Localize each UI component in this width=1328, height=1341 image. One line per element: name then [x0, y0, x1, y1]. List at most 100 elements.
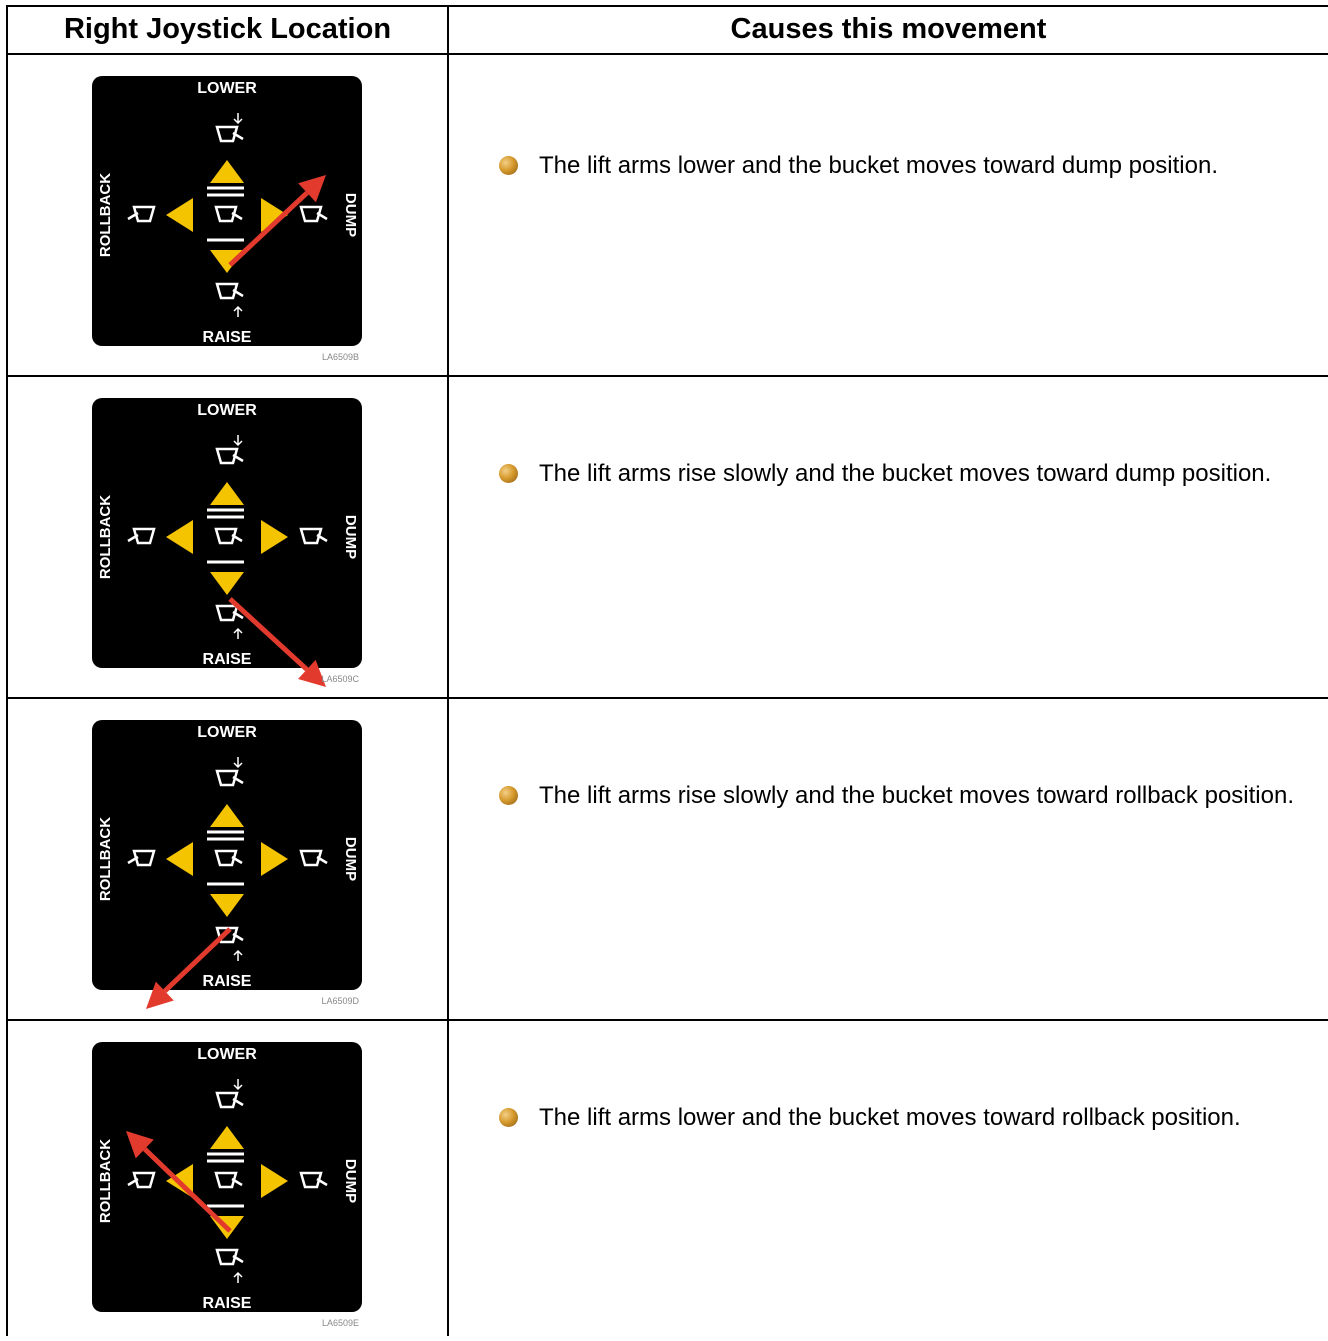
direction-arrow-icon: [126, 1131, 154, 1159]
bullet-icon: [499, 786, 518, 805]
label-raise: RAISE: [203, 973, 252, 990]
small-arrow-lower-icon: [233, 113, 243, 125]
label-dump: DUMP: [342, 1159, 359, 1203]
bucket-lower-icon: [215, 769, 244, 787]
direction-arrow-icon: [146, 981, 174, 1009]
joystick-diagram: LOWER RAISE ROLLBACK DUMP LA6509B: [92, 76, 362, 362]
bucket-raise-icon: [215, 1248, 244, 1266]
direction-arrow-shaft: [228, 597, 309, 672]
triangle-right-icon: [261, 198, 288, 232]
joystick-diagram: LOWER RAISE ROLLBACK DUMP LA6509E: [92, 1042, 362, 1328]
label-raise: RAISE: [203, 1295, 252, 1312]
joystick-panel: [92, 1042, 362, 1312]
joystick-image-cell: LOWER RAISE ROLLBACK DUMP LA6509E: [6, 1021, 447, 1336]
label-dump: DUMP: [342, 837, 359, 881]
triangle-down-icon: [210, 894, 244, 917]
triangle-left-icon: [166, 520, 193, 554]
bucket-raise-icon: [215, 282, 244, 300]
bucket-lower-icon: [215, 125, 244, 143]
bucket-rollback-icon: [127, 1171, 156, 1189]
triangle-down-icon: [210, 250, 244, 273]
bucket-dump-icon: [299, 1171, 328, 1189]
bucket-rollback-icon: [127, 205, 156, 223]
table-row: LOWER RAISE ROLLBACK DUMP LA6509E The lift ar…: [6, 1021, 1328, 1336]
joystick-panel: [92, 76, 362, 346]
table-header-divider: [6, 53, 1328, 55]
label-rollback: ROLLBACK: [97, 173, 114, 257]
bucket-lower-icon: [215, 447, 244, 465]
triangle-up-icon: [210, 482, 244, 505]
label-lower: LOWER: [197, 724, 257, 741]
joystick-image-cell: LOWER RAISE ROLLBACK DUMP LA6509C: [6, 377, 447, 697]
triangle-left-icon: [166, 198, 193, 232]
bucket-rollback-icon: [127, 527, 156, 545]
joystick-table: Right Joystick Location Causes this move…: [6, 5, 1328, 1336]
table-row: LOWER RAISE ROLLBACK DUMP LA6509B The lift ar…: [6, 55, 1328, 375]
small-arrow-raise-icon: [233, 305, 243, 317]
center-bucket-icon: [214, 205, 243, 223]
triangle-right-icon: [261, 1164, 288, 1198]
bucket-dump-icon: [299, 205, 328, 223]
table-row-divider: [6, 1019, 1328, 1021]
small-arrow-lower-icon: [233, 757, 243, 769]
triangle-right-icon: [261, 520, 288, 554]
label-raise: RAISE: [203, 651, 252, 668]
label-lower: LOWER: [197, 80, 257, 97]
label-rollback: ROLLBACK: [97, 817, 114, 901]
bullet-icon: [499, 156, 518, 175]
direction-arrow-shaft: [228, 190, 309, 267]
bucket-lower-icon: [215, 1091, 244, 1109]
label-lower: LOWER: [197, 402, 257, 419]
direction-arrow-icon: [298, 175, 326, 203]
movement-description: The lift arms lower and the bucket moves…: [539, 152, 1218, 179]
joystick-diagram: LOWER RAISE ROLLBACK DUMP LA6509C: [92, 398, 362, 687]
center-bucket-icon: [214, 849, 243, 867]
movement-description-cell: The lift arms rise slowly and the bucket…: [449, 377, 1328, 697]
bullet-icon: [499, 464, 518, 483]
small-arrow-raise-icon: [233, 627, 243, 639]
table-column-divider: [447, 5, 449, 1336]
movement-description-cell: The lift arms rise slowly and the bucket…: [449, 699, 1328, 1019]
direction-arrow-shaft: [163, 927, 232, 993]
direction-arrow-shaft: [143, 1147, 232, 1233]
bucket-rollback-icon: [127, 849, 156, 867]
image-code: LA6509B: [322, 352, 359, 362]
bullet-icon: [499, 1108, 518, 1127]
column-header-joystick-location: Right Joystick Location: [63, 12, 392, 45]
movement-description: The lift arms rise slowly and the bucket…: [539, 460, 1272, 487]
label-rollback: ROLLBACK: [97, 495, 114, 579]
image-code: LA6509E: [322, 1318, 359, 1328]
label-raise: RAISE: [203, 329, 252, 346]
triangle-up-icon: [210, 160, 244, 183]
label-rollback: ROLLBACK: [97, 1139, 114, 1223]
movement-description: The lift arms rise slowly and the bucket…: [539, 782, 1294, 809]
table-row: LOWER RAISE ROLLBACK DUMP LA6509D The lift ar…: [6, 699, 1328, 1019]
table-border-top: [6, 5, 1328, 7]
bucket-dump-icon: [299, 527, 328, 545]
small-arrow-lower-icon: [233, 1079, 243, 1091]
bucket-raise-icon: [215, 604, 244, 622]
joystick-diagram: LOWER RAISE ROLLBACK DUMP LA6509D: [92, 720, 362, 1009]
joystick-panel: [92, 398, 362, 668]
triangle-down-icon: [210, 572, 244, 595]
image-code: LA6509C: [321, 674, 359, 684]
center-bucket-icon: [214, 1171, 243, 1189]
movement-description: The lift arms lower and the bucket moves…: [539, 1104, 1241, 1131]
table-row-divider: [6, 375, 1328, 377]
triangle-up-icon: [210, 1126, 244, 1149]
small-arrow-raise-icon: [233, 949, 243, 961]
joystick-panel: [92, 720, 362, 990]
movement-description-cell: The lift arms lower and the bucket moves…: [449, 55, 1328, 375]
bucket-dump-icon: [299, 849, 328, 867]
label-dump: DUMP: [342, 515, 359, 559]
small-arrow-raise-icon: [233, 1271, 243, 1283]
joystick-image-cell: LOWER RAISE ROLLBACK DUMP LA6509D: [6, 699, 447, 1019]
table-row-divider: [6, 697, 1328, 699]
table-border-left: [6, 5, 8, 1336]
small-arrow-lower-icon: [233, 435, 243, 447]
triangle-left-icon: [166, 842, 193, 876]
triangle-right-icon: [261, 842, 288, 876]
center-bucket-icon: [214, 527, 243, 545]
label-lower: LOWER: [197, 1046, 257, 1063]
image-code: LA6509D: [321, 996, 359, 1006]
